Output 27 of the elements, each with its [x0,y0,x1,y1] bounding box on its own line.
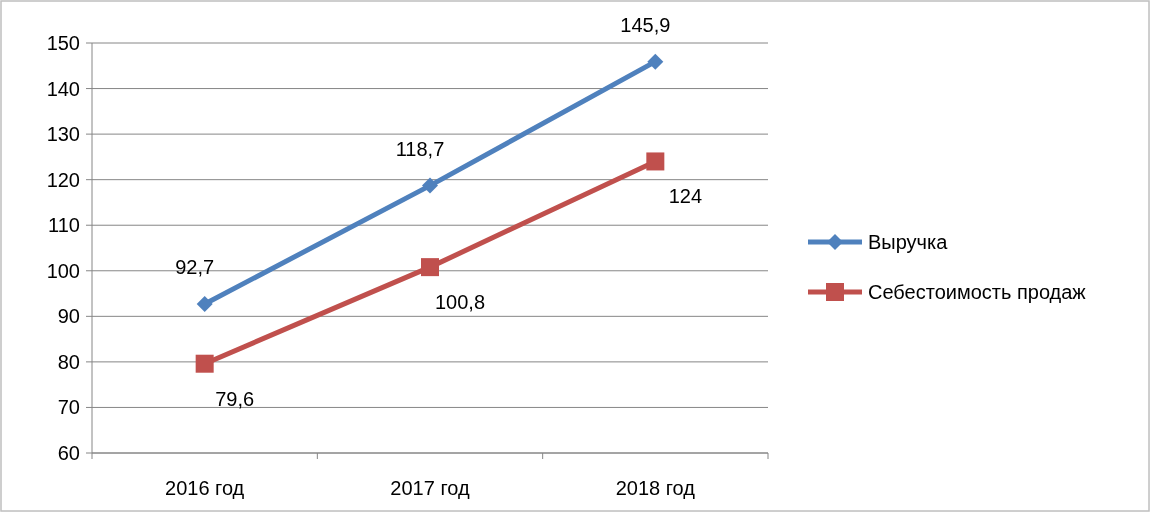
y-tick-label: 120 [46,168,80,191]
data-label: 118,7 [395,137,445,160]
y-tick-label: 100 [46,259,80,282]
y-tick-label: 80 [57,350,80,373]
point [195,354,214,373]
data-label: 124 [668,185,703,208]
y-tick-label: 60 [57,442,80,464]
data-label: 100,8 [434,291,486,314]
data-label: 79,6 [215,387,255,410]
point [421,258,439,277]
x-tick-label: 2017 год [390,477,470,499]
point [422,177,438,194]
data-label: 145,9 [620,13,671,36]
data-label: 92,7 [175,256,215,279]
y-tick-label: 150 [46,32,80,54]
x-tick-label: 2016 год [165,477,245,499]
point [646,152,665,171]
y-tick-label: 130 [46,123,80,146]
point [647,53,664,70]
y-tick-label: 110 [48,214,80,237]
y-tick-label: 140 [46,77,80,100]
y-tick-label: 90 [57,305,80,328]
legend-label: Выручка [868,231,949,253]
x-tick-label: 2018 год [615,477,696,499]
y-tick-label: 70 [57,396,80,419]
legend-label: Себестоимость продаж [868,281,1087,303]
point [196,296,213,313]
